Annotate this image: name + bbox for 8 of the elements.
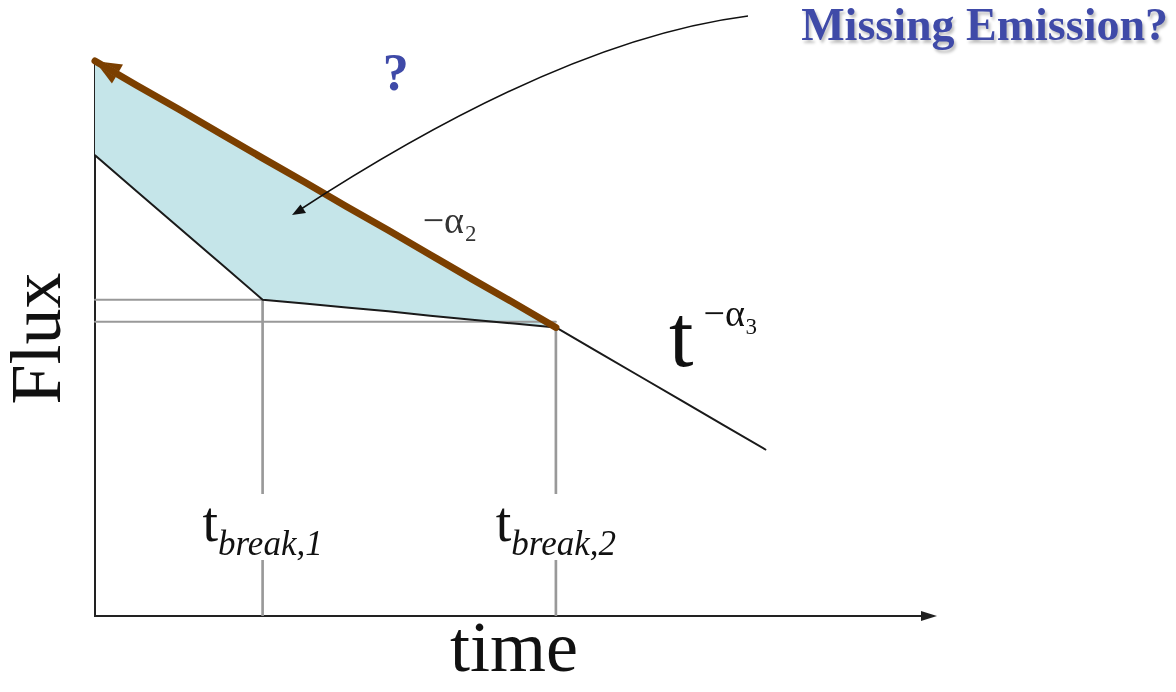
annotation: ? [382,44,409,102]
x-axis-title: time [450,606,578,687]
annotation: t$^{−α₃}$ [669,288,759,386]
chart-title: Missing Emission? [801,0,1168,50]
x-tick-label: t$_{break,1}$ [198,491,327,564]
x-tick-label: t$_{break,2}$ [491,491,620,564]
y-axis-title: Flux [0,272,76,405]
annotation: −α₂ [422,199,478,242]
